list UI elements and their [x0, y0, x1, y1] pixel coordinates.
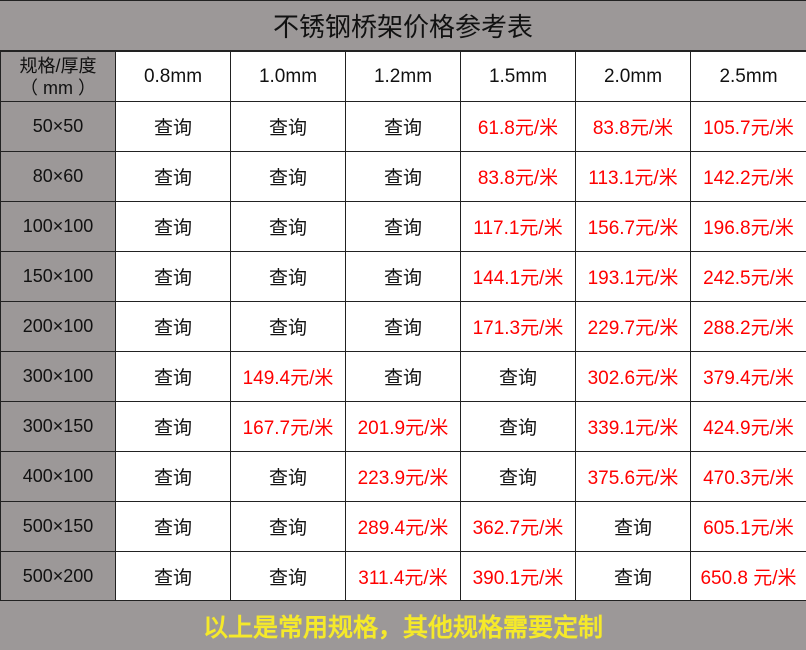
- spec-label: 80×60: [0, 151, 116, 202]
- price-cell: 470.3元/米: [690, 451, 806, 502]
- query-cell: 查询: [345, 301, 461, 352]
- spec-label: 50×50: [0, 101, 116, 152]
- query-cell: 查询: [345, 251, 461, 302]
- price-cell: 229.7元/米: [575, 301, 691, 352]
- price-cell: 142.2元/米: [690, 151, 806, 202]
- spec-label: 200×100: [0, 301, 116, 352]
- thickness-header: 1.2mm: [345, 51, 461, 102]
- price-cell: 113.1元/米: [575, 151, 691, 202]
- query-cell: 查询: [345, 101, 461, 152]
- price-cell: 650.8 元/米: [690, 551, 806, 602]
- spec-label: 300×100: [0, 351, 116, 402]
- table-row: 200×100 查询 查询 查询 171.3元/米 229.7元/米 288.2元/米: [0, 301, 806, 352]
- price-cell: 375.6元/米: [575, 451, 691, 502]
- price-cell: 149.4元/米: [230, 351, 346, 402]
- price-cell: 379.4元/米: [690, 351, 806, 402]
- corner-header: 规格/厚度（ mm ）: [0, 51, 116, 102]
- thickness-header: 1.0mm: [230, 51, 346, 102]
- query-cell: 查询: [230, 251, 346, 302]
- query-cell: 查询: [230, 551, 346, 602]
- price-cell: 167.7元/米: [230, 401, 346, 452]
- header-row: 规格/厚度（ mm ） 0.8mm 1.0mm 1.2mm 1.5mm 2.0mm 2.5…: [0, 51, 806, 102]
- thickness-header: 0.8mm: [115, 51, 231, 102]
- price-cell: 424.9元/米: [690, 401, 806, 452]
- price-cell: 605.1元/米: [690, 501, 806, 552]
- spec-label: 500×150: [0, 501, 116, 552]
- price-cell: 144.1元/米: [460, 251, 576, 302]
- spec-label: 300×150: [0, 401, 116, 452]
- table-row: 50×50 查询 查询 查询 61.8元/米 83.8元/米 105.7元/米: [0, 101, 806, 152]
- price-cell: 242.5元/米: [690, 251, 806, 302]
- query-cell: 查询: [345, 201, 461, 252]
- thickness-header: 2.5mm: [690, 51, 806, 102]
- table-row: 500×200 查询 查询 311.4元/米 390.1元/米 查询 650.8 元/米: [0, 551, 806, 602]
- query-cell: 查询: [115, 301, 231, 352]
- price-cell: 117.1元/米: [460, 201, 576, 252]
- query-cell: 查询: [115, 451, 231, 502]
- query-cell: 查询: [115, 401, 231, 452]
- table-row: 300×150 查询 167.7元/米 201.9元/米 查询 339.1元/米 424.9…: [0, 401, 806, 452]
- table-row: 500×150 查询 查询 289.4元/米 362.7元/米 查询 605.1元/米: [0, 501, 806, 552]
- corner-label-2: （ mm ）: [20, 77, 96, 98]
- table-row: 400×100 查询 查询 223.9元/米 查询 375.6元/米 470.3元/米: [0, 451, 806, 502]
- spec-label: 400×100: [0, 451, 116, 502]
- price-cell: 156.7元/米: [575, 201, 691, 252]
- price-cell: 339.1元/米: [575, 401, 691, 452]
- query-cell: 查询: [230, 451, 346, 502]
- price-cell: 311.4元/米: [345, 551, 461, 602]
- query-cell: 查询: [230, 201, 346, 252]
- price-cell: 105.7元/米: [690, 101, 806, 152]
- price-cell: 196.8元/米: [690, 201, 806, 252]
- query-cell: 查询: [115, 351, 231, 402]
- query-cell: 查询: [115, 501, 231, 552]
- price-cell: 289.4元/米: [345, 501, 461, 552]
- footer-note: 以上是常用规格，其他规格需要定制: [0, 600, 806, 650]
- price-cell: 171.3元/米: [460, 301, 576, 352]
- table-row: 300×100 查询 149.4元/米 查询 查询 302.6元/米 379.4元/米: [0, 351, 806, 402]
- price-cell: 201.9元/米: [345, 401, 461, 452]
- table-row: 150×100 查询 查询 查询 144.1元/米 193.1元/米 242.5元/米: [0, 251, 806, 302]
- query-cell: 查询: [230, 501, 346, 552]
- price-cell: 193.1元/米: [575, 251, 691, 302]
- table-row: 80×60 查询 查询 查询 83.8元/米 113.1元/米 142.2元/米: [0, 151, 806, 202]
- query-cell: 查询: [460, 451, 576, 502]
- query-cell: 查询: [115, 551, 231, 602]
- query-cell: 查询: [460, 401, 576, 452]
- query-cell: 查询: [575, 551, 691, 602]
- price-cell: 83.8元/米: [575, 101, 691, 152]
- query-cell: 查询: [230, 301, 346, 352]
- spec-label: 500×200: [0, 551, 116, 602]
- price-cell: 362.7元/米: [460, 501, 576, 552]
- price-cell: 83.8元/米: [460, 151, 576, 202]
- price-cell: 61.8元/米: [460, 101, 576, 152]
- query-cell: 查询: [460, 351, 576, 402]
- query-cell: 查询: [115, 151, 231, 202]
- query-cell: 查询: [575, 501, 691, 552]
- price-cell: 223.9元/米: [345, 451, 461, 502]
- query-cell: 查询: [115, 201, 231, 252]
- query-cell: 查询: [345, 151, 461, 202]
- spec-label: 100×100: [0, 201, 116, 252]
- query-cell: 查询: [115, 251, 231, 302]
- table-row: 100×100 查询 查询 查询 117.1元/米 156.7元/米 196.8元/米: [0, 201, 806, 252]
- thickness-header: 2.0mm: [575, 51, 691, 102]
- query-cell: 查询: [230, 151, 346, 202]
- thickness-header: 1.5mm: [460, 51, 576, 102]
- price-table: 规格/厚度（ mm ） 0.8mm 1.0mm 1.2mm 1.5mm 2.0mm 2.5…: [0, 51, 806, 602]
- corner-label-1: 规格/厚度: [19, 55, 97, 76]
- query-cell: 查询: [230, 101, 346, 152]
- price-cell: 302.6元/米: [575, 351, 691, 402]
- page-title: 不锈钢桥架价格参考表: [0, 0, 806, 51]
- price-cell: 288.2元/米: [690, 301, 806, 352]
- query-cell: 查询: [115, 101, 231, 152]
- price-cell: 390.1元/米: [460, 551, 576, 602]
- spec-label: 150×100: [0, 251, 116, 302]
- query-cell: 查询: [345, 351, 461, 402]
